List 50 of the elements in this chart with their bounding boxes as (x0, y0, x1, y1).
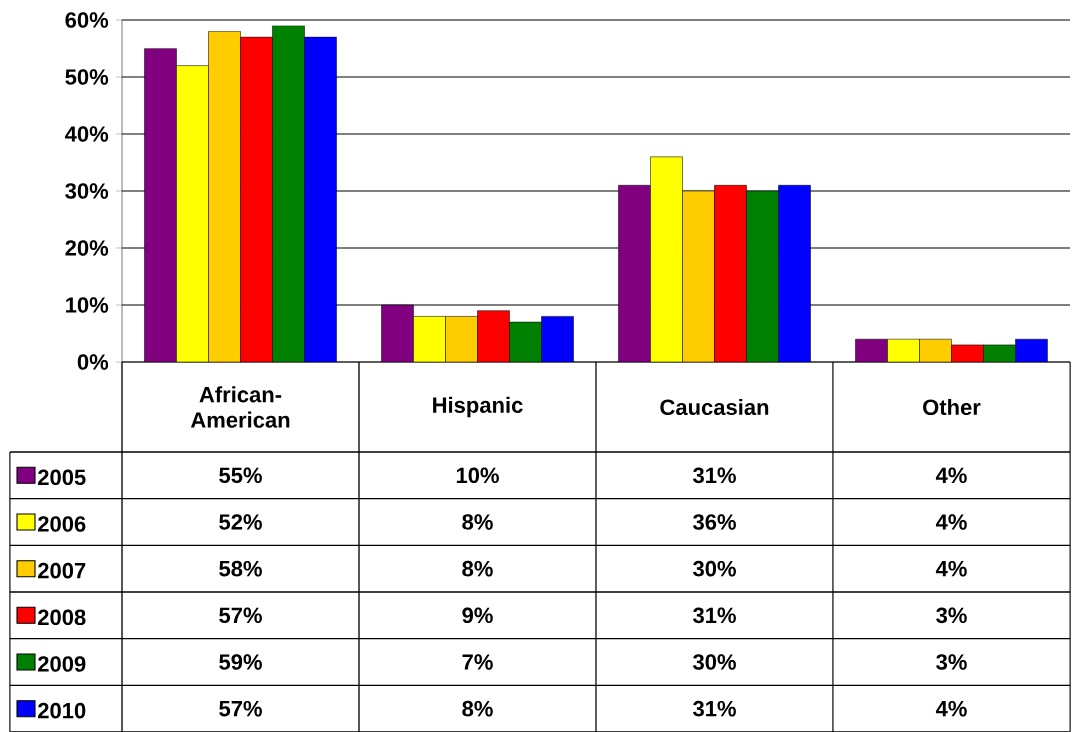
data-label: 57% (219, 700, 262, 717)
bar (650, 156, 683, 362)
bar (445, 316, 478, 362)
legend-label: 2007 (38, 562, 86, 579)
data-label: 4% (935, 560, 967, 577)
bar (477, 310, 510, 362)
data-label: 7% (462, 654, 493, 670)
data-label: 10% (456, 467, 499, 484)
data-label: 9% (462, 607, 493, 624)
bar (208, 31, 241, 362)
bar (240, 37, 273, 362)
x-tick-label: Other (923, 398, 981, 416)
y-tick-label: 60% (65, 12, 109, 28)
data-label: 8% (462, 514, 493, 530)
y-tick-label: 50% (65, 69, 109, 85)
bar (176, 65, 209, 362)
data-label: 8% (462, 700, 493, 717)
data-label: 8% (462, 560, 493, 577)
data-label: 3% (936, 607, 967, 624)
legend-label: 2005 (38, 469, 86, 486)
data-label: 55% (219, 467, 262, 484)
y-tick-label: 40% (65, 126, 109, 142)
legend-label: 2009 (38, 656, 86, 672)
bar (682, 191, 715, 362)
x-tick-label: Caucasian (660, 398, 769, 416)
bar (413, 316, 446, 362)
data-label: 31% (693, 467, 736, 484)
y-tick-label: 30% (65, 183, 109, 199)
data-label: 3% (936, 654, 967, 670)
x-tick-label: Hispanic (433, 396, 523, 418)
data-label: 30% (693, 654, 736, 670)
legend-label: 2010 (38, 702, 86, 719)
data-label: 4% (935, 467, 967, 484)
data-label: 57% (219, 607, 262, 624)
data-label: 59% (219, 654, 262, 670)
legend-label: 2006 (38, 516, 86, 532)
y-tick-label: 0% (77, 354, 109, 370)
data-label: 36% (693, 514, 736, 530)
y-tick-label: 10% (66, 297, 109, 313)
legend-label: 2008 (38, 609, 86, 626)
data-label: 31% (693, 700, 736, 717)
x-tick-label: African-American (190, 386, 290, 428)
data-label: 4% (935, 700, 967, 717)
data-label: 31% (693, 607, 736, 624)
y-tick-label: 20% (65, 240, 109, 256)
data-label: 58% (219, 560, 262, 577)
data-label: 52% (219, 514, 262, 530)
data-label: 4% (935, 514, 967, 530)
bar (714, 185, 747, 362)
data-label: 30% (693, 560, 736, 577)
